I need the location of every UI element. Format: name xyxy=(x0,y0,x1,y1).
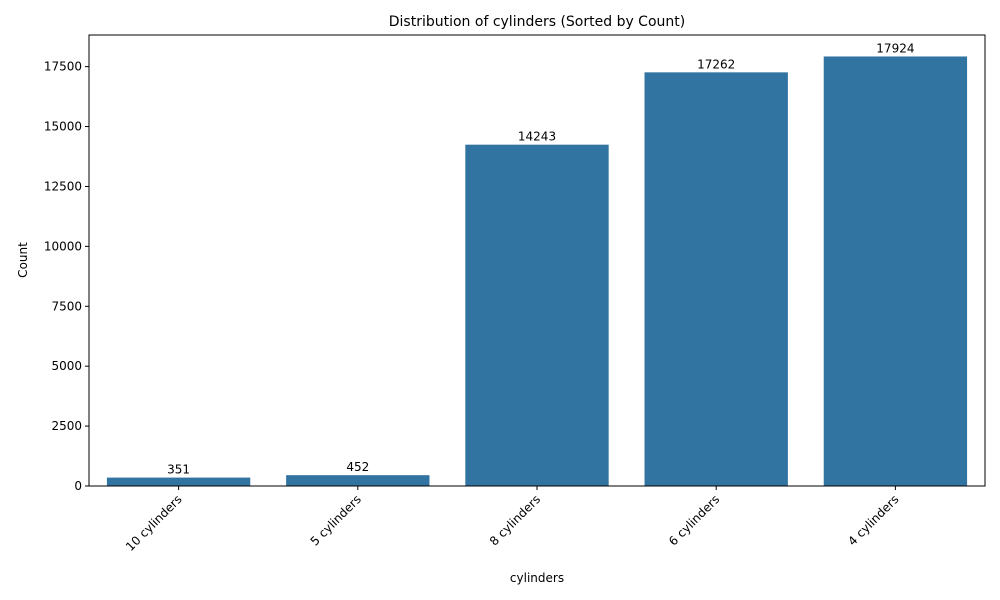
chart-title: Distribution of cylinders (Sorted by Cou… xyxy=(389,14,685,30)
y-tick-label-1: 2500 xyxy=(51,419,82,433)
bar-2 xyxy=(465,144,609,486)
data-label-1: 452 xyxy=(346,460,369,474)
data-label-2: 14243 xyxy=(518,130,556,144)
y-tick-label-5: 12500 xyxy=(44,179,82,193)
y-tick-label-7: 17500 xyxy=(44,60,82,74)
data-label-3: 17262 xyxy=(697,57,735,71)
data-label-4: 17924 xyxy=(876,41,914,55)
y-tick-label-0: 0 xyxy=(74,479,82,493)
bar-0 xyxy=(106,477,251,486)
y-tick-label-6: 15000 xyxy=(44,120,82,134)
plot-area: 351 452 14243 17262 17924 0 2500 5000 7500 10000 1… xyxy=(44,34,986,554)
bar-3 xyxy=(644,72,788,486)
bar-4 xyxy=(823,56,968,486)
data-label-0: 351 xyxy=(167,463,190,477)
y-axis-label: Count xyxy=(16,242,30,278)
x-axis-label: cylinders xyxy=(510,571,564,585)
y-tick-label-2: 5000 xyxy=(51,359,82,373)
y-tick-label-3: 7500 xyxy=(51,299,82,313)
bar-1 xyxy=(286,475,430,486)
plot-frame xyxy=(88,34,986,487)
y-tick-label-4: 10000 xyxy=(44,239,82,253)
